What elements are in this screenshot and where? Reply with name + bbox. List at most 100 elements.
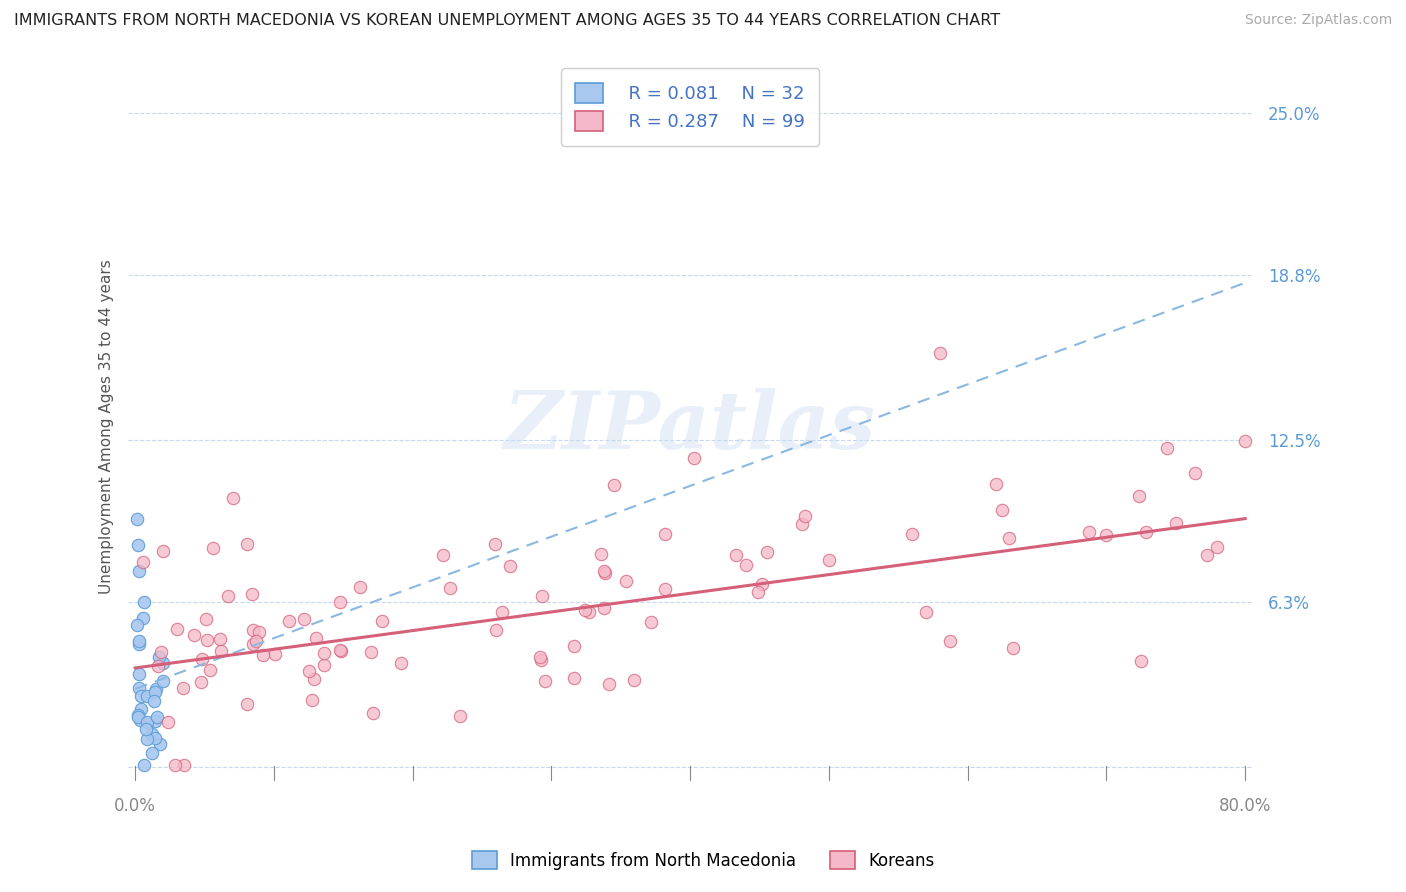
Point	[183, 628, 205, 642]
Point	[1184, 467, 1206, 481]
Point	[128, 714, 150, 728]
Point	[128, 681, 150, 696]
Point	[593, 564, 616, 578]
Point	[134, 757, 156, 772]
Point	[129, 689, 152, 703]
Point	[592, 601, 614, 615]
Point	[195, 632, 218, 647]
Point	[242, 637, 264, 651]
Point	[929, 346, 952, 360]
Point	[734, 558, 756, 573]
Point	[614, 574, 637, 588]
Point	[127, 710, 149, 724]
Point	[298, 665, 321, 679]
Point	[191, 652, 214, 666]
Point	[247, 625, 270, 640]
Point	[200, 664, 222, 678]
Point	[439, 582, 461, 596]
Point	[603, 477, 626, 491]
Point	[329, 594, 352, 608]
Point	[578, 605, 600, 619]
Point	[132, 610, 155, 624]
Point	[141, 727, 163, 741]
Point	[152, 544, 174, 558]
Point	[294, 612, 316, 626]
Point	[361, 706, 384, 720]
Point	[194, 612, 217, 626]
Point	[1156, 442, 1178, 456]
Point	[531, 589, 554, 603]
Point	[1206, 541, 1229, 555]
Point	[128, 667, 150, 681]
Point	[349, 580, 371, 594]
Point	[901, 527, 924, 541]
Point	[1077, 524, 1099, 539]
Point	[793, 509, 815, 524]
Point	[1234, 434, 1257, 448]
Point	[136, 731, 159, 746]
Point	[252, 648, 274, 663]
Point	[152, 656, 174, 670]
Point	[330, 643, 353, 657]
Point	[146, 659, 169, 673]
Point	[312, 646, 335, 660]
Point	[623, 673, 645, 688]
Point	[654, 527, 676, 541]
Point	[640, 615, 662, 629]
Point	[598, 677, 620, 691]
Point	[747, 585, 769, 599]
Point	[574, 603, 596, 617]
Point	[278, 614, 301, 628]
Point	[148, 650, 170, 665]
Point	[236, 537, 259, 551]
Point	[534, 673, 557, 688]
Point	[562, 671, 585, 685]
Point	[329, 642, 352, 657]
Point	[157, 715, 180, 730]
Point	[264, 647, 287, 661]
Point	[242, 623, 264, 637]
Point	[998, 531, 1021, 545]
Y-axis label: Unemployment Among Ages 35 to 44 years: Unemployment Among Ages 35 to 44 years	[100, 260, 114, 594]
Point	[991, 502, 1014, 516]
Point	[818, 552, 841, 566]
Point	[240, 587, 263, 601]
Point	[389, 656, 412, 670]
Point	[302, 673, 325, 687]
Point	[141, 746, 163, 760]
Point	[305, 631, 328, 645]
Point	[1135, 524, 1157, 539]
Point	[484, 537, 506, 551]
Point	[127, 538, 149, 552]
Point	[145, 681, 167, 696]
Text: IMMIGRANTS FROM NORTH MACEDONIA VS KOREAN UNEMPLOYMENT AMONG AGES 35 TO 44 YEARS: IMMIGRANTS FROM NORTH MACEDONIA VS KOREA…	[14, 13, 1000, 29]
Point	[371, 615, 394, 629]
Point	[360, 644, 382, 658]
Point	[125, 511, 148, 525]
Text: Source: ZipAtlas.com: Source: ZipAtlas.com	[1244, 13, 1392, 28]
Point	[530, 653, 553, 667]
Point	[724, 548, 747, 562]
Point	[131, 556, 153, 570]
Point	[149, 645, 172, 659]
Point	[499, 558, 522, 573]
Point	[562, 639, 585, 653]
Point	[790, 516, 813, 531]
Point	[202, 541, 225, 555]
Point	[166, 622, 188, 636]
Point	[152, 673, 174, 688]
Point	[173, 757, 195, 772]
Point	[149, 737, 172, 751]
Point	[128, 637, 150, 651]
Point	[914, 605, 936, 619]
Point	[127, 708, 149, 723]
Point	[1129, 654, 1152, 668]
Point	[135, 722, 157, 736]
Point	[128, 633, 150, 648]
Point	[1095, 527, 1118, 541]
Point	[654, 582, 676, 597]
Point	[1197, 549, 1219, 563]
Point	[1128, 489, 1150, 503]
Point	[143, 731, 166, 746]
Point	[217, 589, 239, 603]
